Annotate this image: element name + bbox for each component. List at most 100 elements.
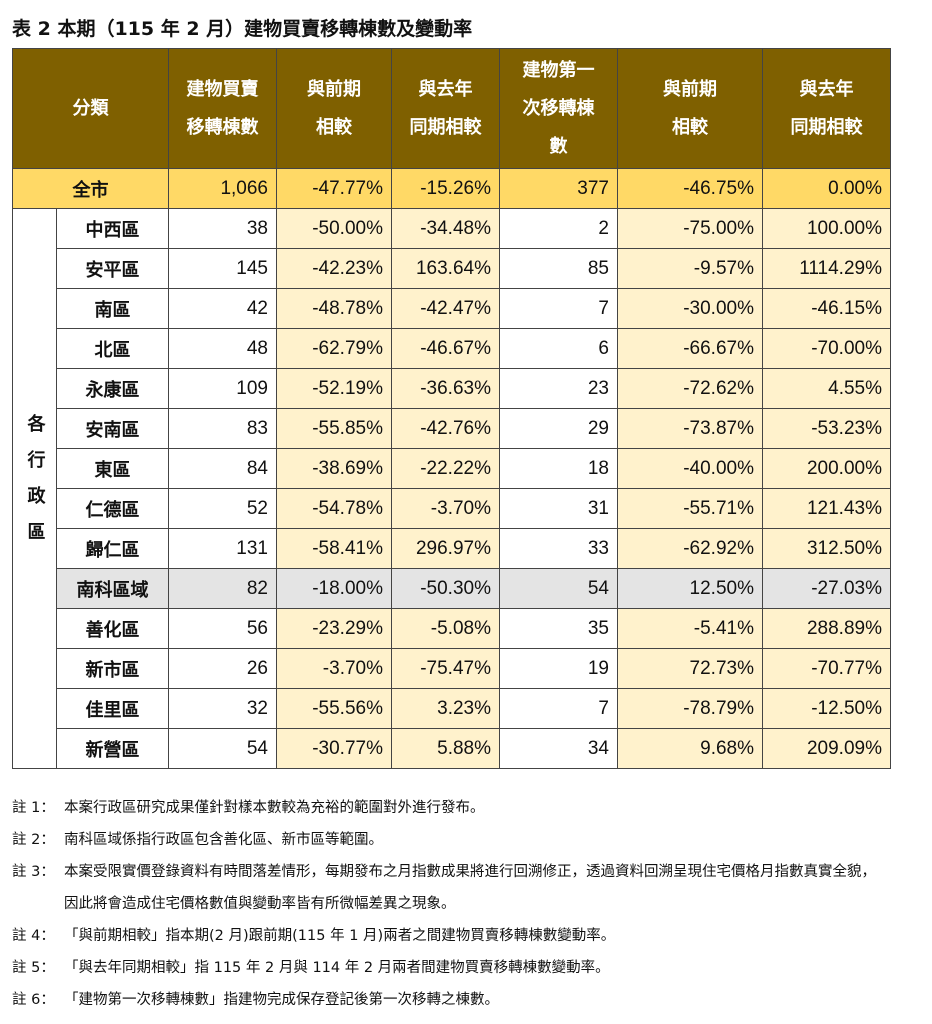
note: 註 4： 「與前期相較」指本期(2 月)跟前期(115 年 1 月)兩者之間建物買…: [12, 920, 892, 952]
header-line: 同期相較: [409, 116, 482, 138]
row-label: 善化區: [56, 608, 169, 649]
row-label: 全市: [12, 168, 169, 209]
cell: -38.69%: [276, 448, 392, 489]
cell: 84: [168, 448, 277, 489]
cell: -78.79%: [617, 688, 763, 729]
cell: -50.30%: [391, 568, 500, 609]
cell: 48: [168, 328, 277, 369]
cell: 100.00%: [762, 208, 891, 249]
note-text: 本案受限實價登錄資料有時間落差情形，每期發布之月指數成果將進行回溯修正，透過資料…: [64, 864, 876, 912]
cell: 109: [168, 368, 277, 409]
cell: 33: [499, 528, 618, 569]
group-cell: 各行政區: [12, 208, 57, 769]
header-line: 相較: [672, 116, 708, 138]
cell: 72.73%: [617, 648, 763, 689]
cell: -70.77%: [762, 648, 891, 689]
row-label: 南科區域: [56, 568, 169, 609]
cell: 35: [499, 608, 618, 649]
notes: 註 1： 本案行政區研究成果僅針對樣本數較為充裕的範圍對外進行發布。註 2： 南科區…: [12, 792, 892, 1016]
cell: -75.00%: [617, 208, 763, 249]
header-cell: 分類: [12, 48, 169, 169]
cell: -58.41%: [276, 528, 392, 569]
cell: 312.50%: [762, 528, 891, 569]
data-row: 安平區 145 -42.23% 163.64% 85 -9.57% 1114.29%: [13, 248, 891, 289]
data-row: 善化區 56 -23.29% -5.08% 35 -5.41% 288.89%: [13, 608, 891, 649]
note-text: 「與前期相較」指本期(2 月)跟前期(115 年 1 月)兩者之間建物買賣移轉棟…: [64, 928, 616, 944]
cell: -22.22%: [391, 448, 500, 489]
data-row: 歸仁區 131 -58.41% 296.97% 33 -62.92% 312.50%: [13, 528, 891, 569]
cell: -40.00%: [617, 448, 763, 489]
header-line: 與去年: [799, 78, 854, 100]
cell: 163.64%: [391, 248, 500, 289]
cell: 6: [499, 328, 618, 369]
header-line: 建物買賣: [186, 78, 259, 100]
cell: -15.26%: [391, 168, 500, 209]
data-row: 南區 42 -48.78% -42.47% 7 -30.00% -46.15%: [13, 288, 891, 329]
cell: -52.19%: [276, 368, 392, 409]
header-cell: 建物買賣 移轉棟數: [168, 48, 277, 169]
cell: 38: [168, 208, 277, 249]
header-line: 建物第一: [522, 59, 595, 81]
cell: -30.77%: [276, 728, 392, 769]
row-label: 歸仁區: [56, 528, 169, 569]
header-cell: 與前期 相較: [276, 48, 392, 169]
data-row: 仁德區 52 -54.78% -3.70% 31 -55.71% 121.43%: [13, 488, 891, 529]
data-row: 佳里區 32 -55.56% 3.23% 7 -78.79% -12.50%: [13, 688, 891, 729]
header-line: 數: [549, 135, 568, 157]
cell: 54: [499, 568, 618, 609]
cell: 209.09%: [762, 728, 891, 769]
cell: -75.47%: [391, 648, 500, 689]
cell: 0.00%: [762, 168, 891, 209]
row-label: 南區: [56, 288, 169, 329]
cell: -46.67%: [391, 328, 500, 369]
note-text: 南科區域係指行政區包含善化區、新市區等範圍。: [64, 832, 383, 848]
cell: -54.78%: [276, 488, 392, 529]
cell: -46.15%: [762, 288, 891, 329]
cell: 52: [168, 488, 277, 529]
header-cell: 與去年 同期相較: [391, 48, 500, 169]
cell: -47.77%: [276, 168, 392, 209]
note-label: 註 3：: [12, 864, 55, 880]
cell: 56: [168, 608, 277, 649]
note: 註 1： 本案行政區研究成果僅針對樣本數較為充裕的範圍對外進行發布。: [12, 792, 892, 824]
note-label: 註 1：: [12, 800, 55, 816]
header-line: 相較: [316, 116, 352, 138]
header-cell: 與去年 同期相較: [762, 48, 891, 169]
data-row: 安南區 83 -55.85% -42.76% 29 -73.87% -53.23%: [13, 408, 891, 449]
header-line: 移轉棟數: [186, 116, 259, 138]
cell: 7: [499, 688, 618, 729]
note-text: 「與去年同期相較」指 115 年 2 月與 114 年 2 月兩者間建物買賣移轉…: [64, 960, 610, 976]
cell: 34: [499, 728, 618, 769]
data-row: 新市區 26 -3.70% -75.47% 19 72.73% -70.77%: [13, 648, 891, 689]
note: 註 5： 「與去年同期相較」指 115 年 2 月與 114 年 2 月兩者間建物…: [12, 952, 892, 984]
note: 註 6： 「建物第一次移轉棟數」指建物完成保存登記後第一次移轉之棟數。: [12, 984, 892, 1016]
cell: -50.00%: [276, 208, 392, 249]
row-label: 新市區: [56, 648, 169, 689]
cell: -12.50%: [762, 688, 891, 729]
cell: 26: [168, 648, 277, 689]
cell: 1114.29%: [762, 248, 891, 289]
table-title: 表 2 本期（115 年 2 月）建物買賣移轉棟數及變動率: [12, 18, 473, 40]
cell: -23.29%: [276, 608, 392, 649]
row-label: 東區: [56, 448, 169, 489]
row-label: 永康區: [56, 368, 169, 409]
cell: -46.75%: [617, 168, 763, 209]
note-label: 註 4：: [12, 928, 55, 944]
data-row: 南科區域 82 -18.00% -50.30% 54 12.50% -27.03%: [13, 568, 891, 609]
cell: -70.00%: [762, 328, 891, 369]
header-line: 與前期: [663, 78, 717, 100]
cell: -3.70%: [276, 648, 392, 689]
cell: 12.50%: [617, 568, 763, 609]
group-label: 各行政區: [24, 414, 46, 558]
cell: 29: [499, 408, 618, 449]
cell: -34.48%: [391, 208, 500, 249]
cell: 5.88%: [391, 728, 500, 769]
cell: 145: [168, 248, 277, 289]
row-label: 安南區: [56, 408, 169, 449]
header-line: 分類: [72, 97, 109, 119]
row-label: 中西區: [56, 208, 169, 249]
cell: 23: [499, 368, 618, 409]
header-line: 同期相較: [790, 116, 863, 138]
cell: -5.41%: [617, 608, 763, 649]
header-cell: 建物第一 次移轉棟數: [499, 48, 618, 169]
